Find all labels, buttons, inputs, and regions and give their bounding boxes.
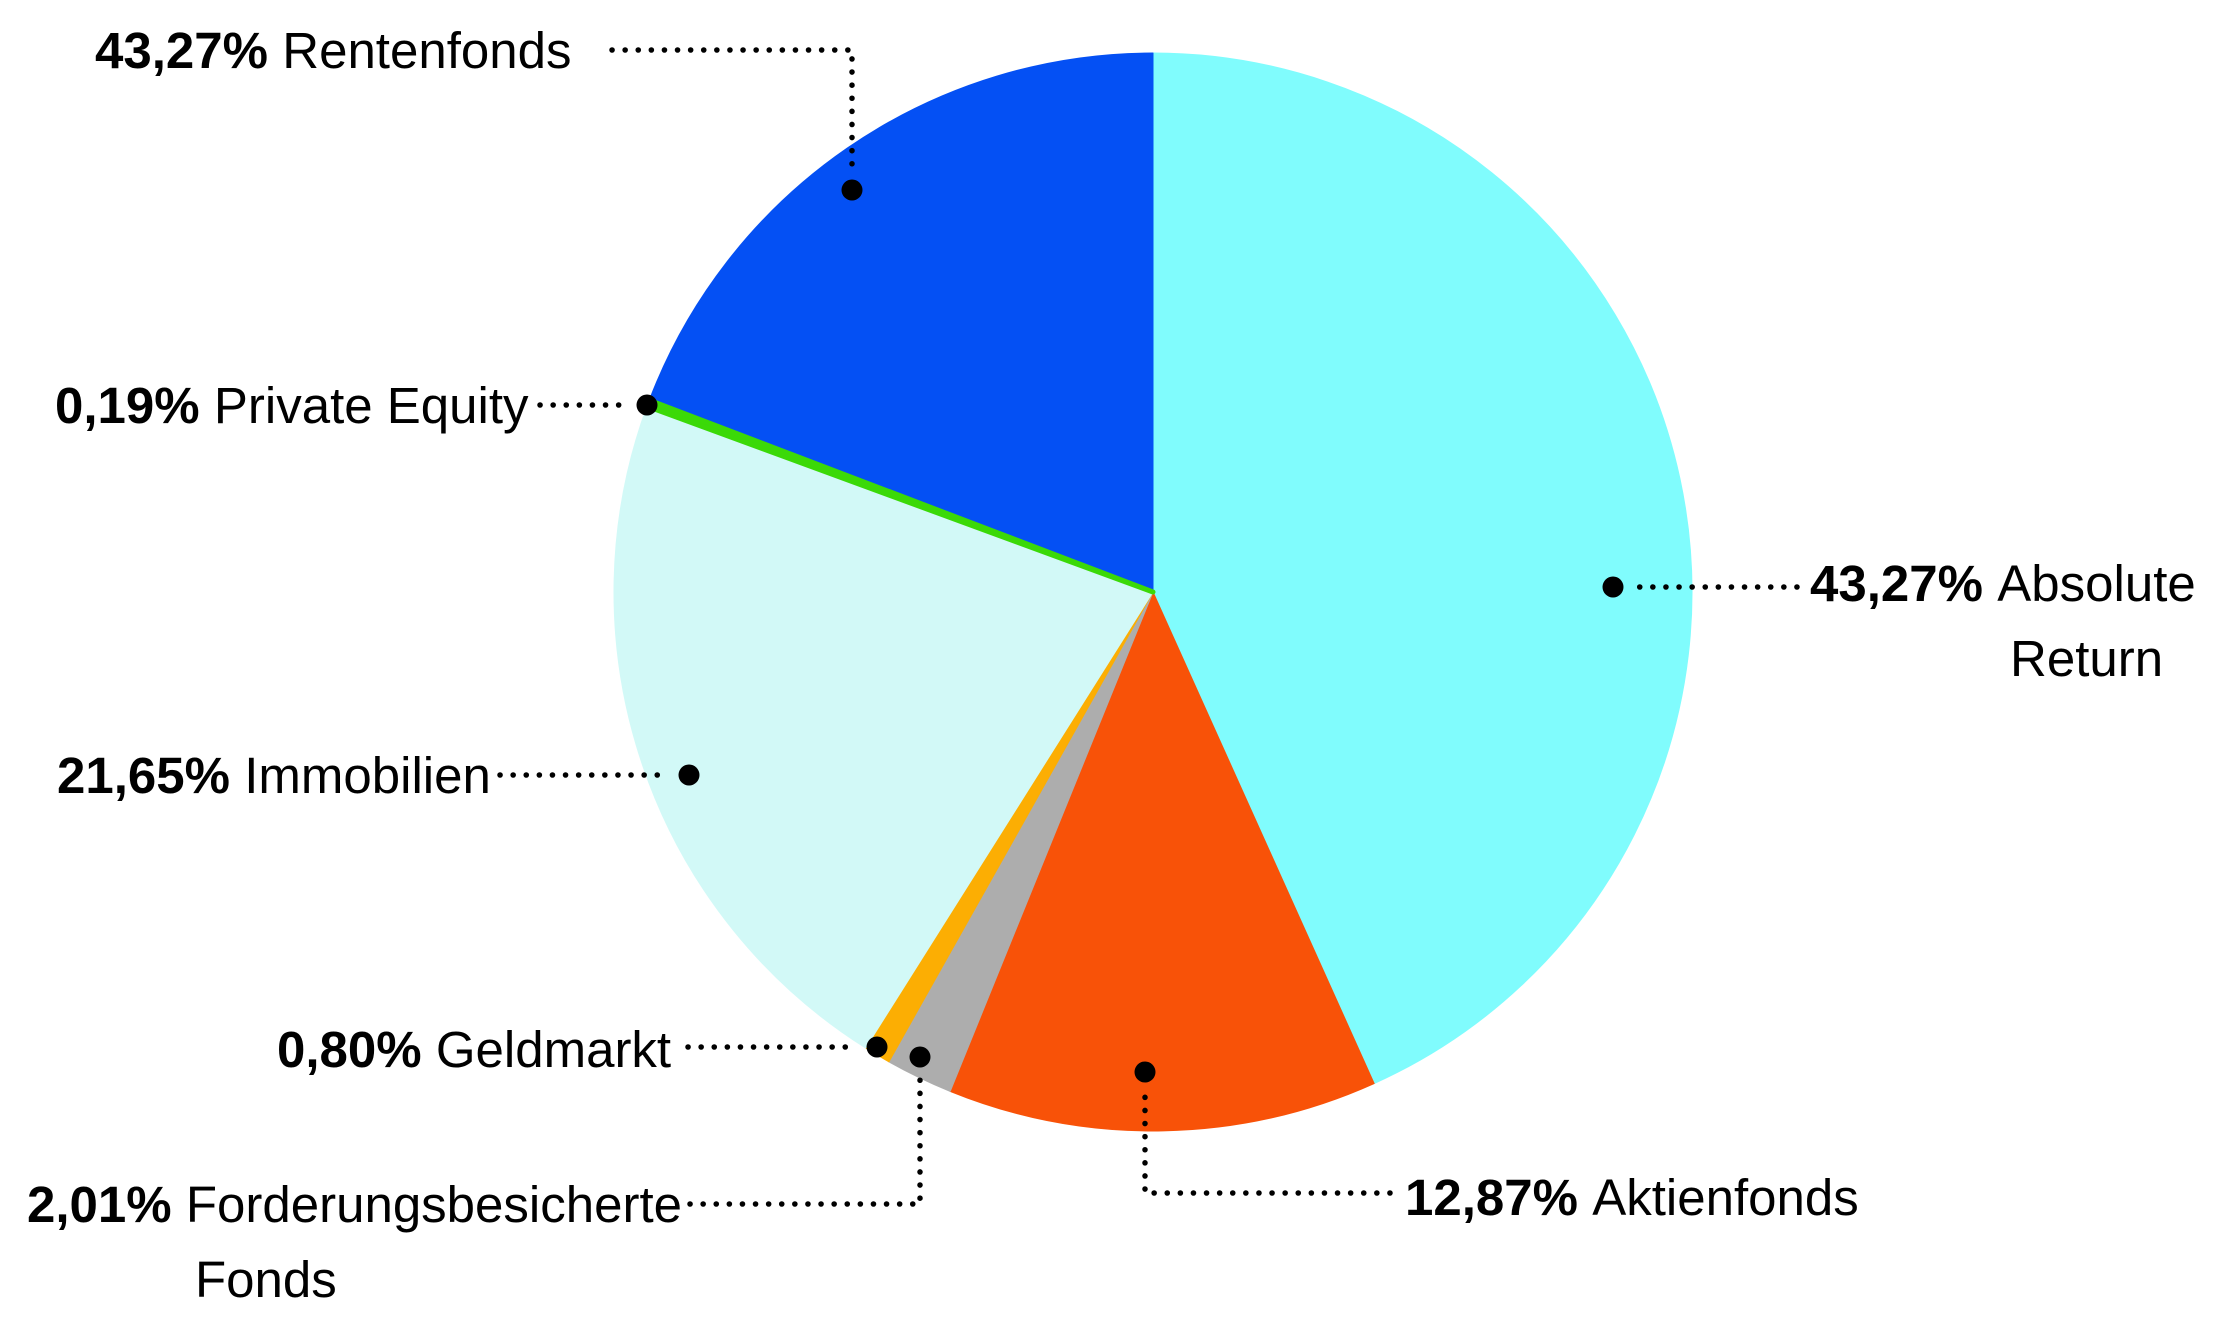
anchor-dot-absolute-return: [1602, 576, 1624, 598]
slice-name: Immobilien: [244, 747, 491, 804]
percent-value: 43,27%: [1810, 555, 1983, 612]
pie-slice-immobilien: [613, 405, 1154, 1049]
slice-name: Rentenfonds: [282, 22, 572, 79]
anchor-dot-geldmarkt: [866, 1036, 888, 1058]
pie-slice-rentenfonds: [648, 52, 1154, 593]
slice-name: Geldmarkt: [435, 1021, 672, 1078]
leader-line-rentenfonds: [609, 47, 855, 179]
percent-value: 2,01%: [27, 1176, 172, 1233]
anchor-dot-rentenfonds: [841, 179, 863, 201]
leader-line-aktienfonds: [1142, 1089, 1393, 1196]
label-forderungsbesicherte-fonds: 2,01% Forderungsbesicherte Fonds: [27, 1167, 682, 1317]
label-geldmarkt: 0,80% Geldmarkt: [277, 1012, 671, 1087]
percent-value: 0,80%: [277, 1021, 422, 1078]
pie-slice-aktienfonds: [949, 591, 1375, 1132]
slice-name: Absolute: [1997, 555, 2196, 612]
percent-value: 0,19%: [55, 377, 200, 434]
label-rentenfonds: 43,27% Rentenfonds: [95, 13, 571, 88]
label-absolute-return: 43,27% Absolute Return: [1810, 546, 2196, 696]
pie-slice-absolute-return: [1152, 52, 1693, 1085]
slice-name: Forderungsbesicherte: [185, 1176, 682, 1233]
percent-value: 12,87%: [1405, 1169, 1578, 1226]
percent-value: 43,27%: [95, 22, 268, 79]
slice-name: Private Equity: [213, 377, 529, 434]
slice-name-line2: Fonds: [195, 1251, 337, 1308]
slice-name-line2: Return: [2010, 630, 2164, 687]
percent-value: 21,65%: [57, 747, 230, 804]
label-aktienfonds: 12,87% Aktienfonds: [1405, 1160, 1859, 1235]
anchor-dot-private-equity: [636, 394, 658, 416]
anchor-dot-aktienfonds: [1134, 1061, 1156, 1083]
label-immobilien: 21,65% Immobilien: [57, 738, 491, 813]
anchor-dot-forderungsbesicherte-fonds: [909, 1046, 931, 1068]
slice-name: Aktienfonds: [1592, 1169, 1859, 1226]
anchor-dot-immobilien: [678, 764, 700, 786]
leader-line-forderungsbesicherte-fonds: [687, 1077, 923, 1207]
label-private-equity: 0,19% Private Equity: [55, 368, 529, 443]
